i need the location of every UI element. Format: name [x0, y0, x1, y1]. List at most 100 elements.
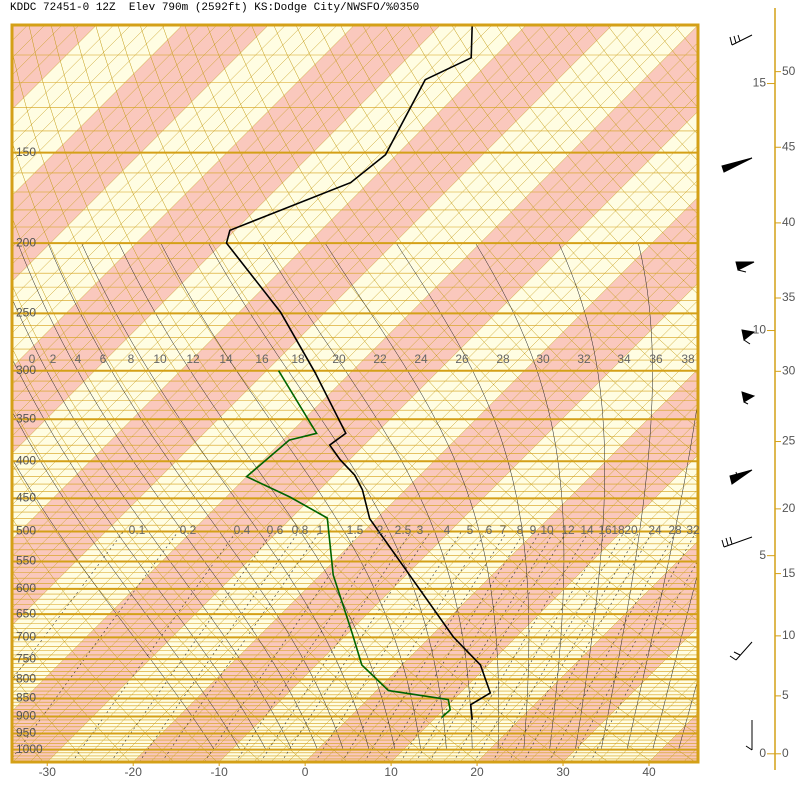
y-tick-label: 500 [16, 524, 36, 538]
wind-barb [729, 469, 753, 485]
y-tick-label: 1000 [16, 742, 43, 756]
isotherm-scale-label: 2 [50, 352, 57, 366]
dry-adiabat [162, 25, 698, 678]
isotherm-scale-label: 30 [536, 352, 550, 366]
isotherm [12, 25, 338, 351]
y-tick-label: 600 [16, 581, 36, 595]
isotherm-scale-label: 26 [455, 352, 469, 366]
mixing-ratio-label: 8 [517, 523, 524, 537]
isotherm [339, 403, 698, 762]
temperature-line [225, 25, 492, 720]
dry-adiabat [273, 25, 698, 538]
isotherm [12, 25, 321, 334]
isotherm-scale-label: 8 [128, 352, 135, 366]
dry-adiabat [785, 25, 800, 762]
isotherm [12, 25, 166, 179]
isotherm-scale-label: 32 [577, 352, 591, 366]
km-tick-label: 10 [753, 323, 767, 337]
x-tick-label: 40 [642, 765, 656, 779]
isotherm [29, 93, 698, 762]
axes: 1502002503003504004505005506006507007508… [16, 8, 796, 779]
isotherm [12, 25, 218, 231]
dry-adiabat [28, 25, 566, 762]
isotherm [12, 25, 355, 368]
isotherm [12, 25, 200, 214]
dry-adiabat [12, 623, 131, 762]
dry-adiabat [741, 25, 800, 762]
mixing-ratio-label: 12 [561, 523, 575, 537]
mixing-ratio-line [341, 531, 487, 762]
mixing-ratio-label: 32 [686, 523, 700, 537]
isotherm [511, 575, 698, 762]
mixing-ratio-line [364, 531, 508, 762]
isotherm [304, 368, 698, 762]
isotherm [98, 162, 698, 762]
isotherm [390, 454, 698, 762]
isotherm [12, 25, 493, 506]
x-tick-label: -30 [39, 765, 57, 779]
mixing-ratio-line [161, 531, 321, 762]
mixing-ratio-label: 0.2 [180, 523, 197, 537]
mixing-ratio-label: 18 [611, 523, 625, 537]
profiles [225, 25, 492, 720]
isotherm [425, 489, 698, 762]
x-tick-label: 10 [384, 765, 398, 779]
isotherm [64, 128, 698, 762]
isotherm [12, 25, 286, 300]
kft-tick-label: 25 [782, 434, 796, 448]
dry-adiabat [429, 25, 698, 348]
isotherm-scale-label: 10 [153, 352, 167, 366]
km-tick-label: 15 [753, 76, 767, 90]
dry-adiabat [139, 25, 698, 707]
isotherm [12, 25, 613, 626]
dry-adiabat [12, 347, 348, 762]
isotherm [150, 214, 698, 762]
diagram-background [0, 25, 800, 762]
isotherm [133, 196, 698, 762]
kft-tick-label: 15 [782, 566, 796, 580]
mixing-ratio-label: 6 [486, 523, 493, 537]
y-tick-label: 550 [16, 554, 36, 568]
isotherm-scale-label: 22 [373, 352, 387, 366]
mixing-ratio-line [314, 531, 462, 762]
isotherm [12, 25, 269, 282]
isotherm [12, 25, 630, 643]
isotherm [12, 25, 407, 420]
kft-tick-label: 10 [782, 628, 796, 642]
isotherm [12, 25, 441, 454]
mixing-ratio-line [110, 531, 273, 762]
isotherm [236, 300, 698, 762]
y-tick-label: 250 [16, 306, 36, 320]
mixing-ratio-label: 4 [444, 523, 451, 537]
isotherm [12, 25, 424, 437]
x-tick-label: 20 [470, 765, 484, 779]
x-tick-label: 0 [302, 765, 309, 779]
y-tick-label: 900 [16, 709, 36, 723]
isotherm-scale-label: 36 [649, 352, 663, 366]
mixing-ratio-label: 1.5 [347, 523, 364, 537]
isotherm-scale-label: 16 [255, 352, 269, 366]
isotherm [12, 25, 544, 557]
kft-tick-label: 30 [782, 363, 796, 377]
x-tick-label: -20 [125, 765, 143, 779]
mixing-ratio-label: 0.6 [267, 523, 284, 537]
dry-adiabat [696, 25, 698, 28]
x-tick-label: -10 [211, 765, 229, 779]
isotherm [0, 25, 11, 762]
kft-tick-label: 50 [782, 64, 796, 78]
mixing-ratio-label: 10 [540, 523, 554, 537]
isotherm [184, 248, 698, 762]
wind-barb [741, 329, 756, 345]
isotherm [12, 25, 647, 661]
y-tick-label: 700 [16, 630, 36, 644]
isotherm [356, 420, 698, 762]
y-tick-label: 300 [16, 363, 36, 377]
mixing-ratio-label: 2.5 [395, 523, 412, 537]
dry-adiabat [384, 25, 698, 402]
dry-adiabat [362, 25, 698, 429]
kft-tick-label: 45 [782, 139, 796, 153]
isotherm-scale-label: 24 [414, 352, 428, 366]
y-tick-label: 950 [16, 726, 36, 740]
y-tick-label: 850 [16, 691, 36, 705]
